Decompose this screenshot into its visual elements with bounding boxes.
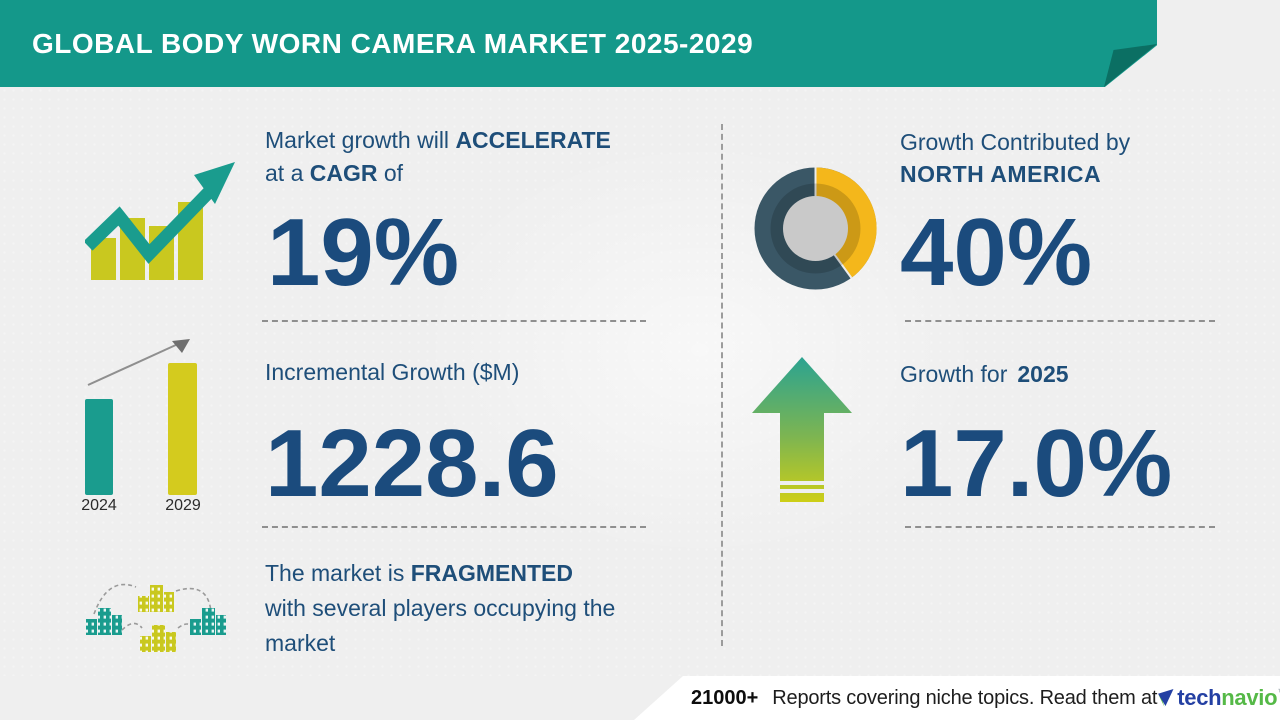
dashed-separator bbox=[905, 526, 1215, 528]
bar-year-label-end: 2029 bbox=[165, 497, 201, 514]
page-title: GLOBAL BODY WORN CAMERA MARKET 2025-2029 bbox=[32, 28, 754, 59]
cagr-line2-b: of bbox=[377, 160, 404, 186]
fragmented-market-buildings-icon bbox=[86, 583, 226, 652]
bar-year-label-start: 2024 bbox=[81, 497, 117, 514]
footer-message: Reports covering niche topics. Read them… bbox=[772, 686, 1158, 709]
frag-line2: with several players occupying the bbox=[265, 595, 616, 621]
year-comparison-bars-icon bbox=[85, 339, 197, 495]
cagr-line1-normal: Market growth will bbox=[265, 127, 456, 153]
incremental-growth-value: 1228.6 bbox=[265, 410, 559, 517]
region-name: NORTH AMERICA bbox=[900, 161, 1102, 187]
frag-line3: market bbox=[265, 630, 336, 656]
technavio-logo[interactable]: technavio™ bbox=[1157, 685, 1280, 711]
cagr-line2-a: at a bbox=[265, 160, 310, 186]
up-arrow-icon bbox=[752, 357, 852, 502]
cagr-value: 19% bbox=[267, 199, 460, 306]
vertical-dashed-divider bbox=[721, 124, 723, 646]
logo-text-tech: tech bbox=[1177, 685, 1222, 710]
cagr-line1-bold: ACCELERATE bbox=[455, 127, 611, 153]
incremental-growth-label: Incremental Growth ($M) bbox=[265, 359, 520, 385]
growth-value: 17.0% bbox=[900, 410, 1173, 517]
footer-band bbox=[634, 676, 1280, 720]
header-ribbon bbox=[0, 0, 1157, 87]
region-label: Growth Contributed by NORTH AMERICA bbox=[900, 126, 1130, 190]
reports-count: 21000+ bbox=[691, 686, 759, 709]
cagr-description: Market growth will ACCELERATE at a CAGR … bbox=[265, 124, 611, 190]
donut-chart-icon bbox=[754, 167, 877, 290]
growth-chart-icon bbox=[85, 162, 235, 280]
fragmented-description: The market is FRAGMENTED with several pl… bbox=[265, 556, 615, 661]
frag-line1-normal: The market is bbox=[265, 560, 411, 586]
growth-year-label: Growth for 2025 bbox=[900, 358, 1069, 391]
technavio-mark-icon bbox=[1158, 688, 1174, 708]
dashed-separator bbox=[262, 320, 646, 322]
logo-text-navio: navio bbox=[1221, 685, 1278, 710]
region-value: 40% bbox=[900, 199, 1093, 306]
cagr-line2-bold: CAGR bbox=[309, 160, 378, 186]
region-line1: Growth Contributed by bbox=[900, 129, 1131, 155]
frag-line1-bold: FRAGMENTED bbox=[410, 560, 573, 586]
dashed-separator bbox=[262, 526, 646, 528]
growth-year: 2025 bbox=[1017, 361, 1069, 387]
footer: 21000+ Reports covering niche topics. Re… bbox=[683, 676, 1280, 720]
dashed-separator bbox=[905, 320, 1215, 322]
logo-trademark: ™ bbox=[1277, 687, 1280, 697]
growth-for-text: Growth for bbox=[900, 361, 1008, 387]
